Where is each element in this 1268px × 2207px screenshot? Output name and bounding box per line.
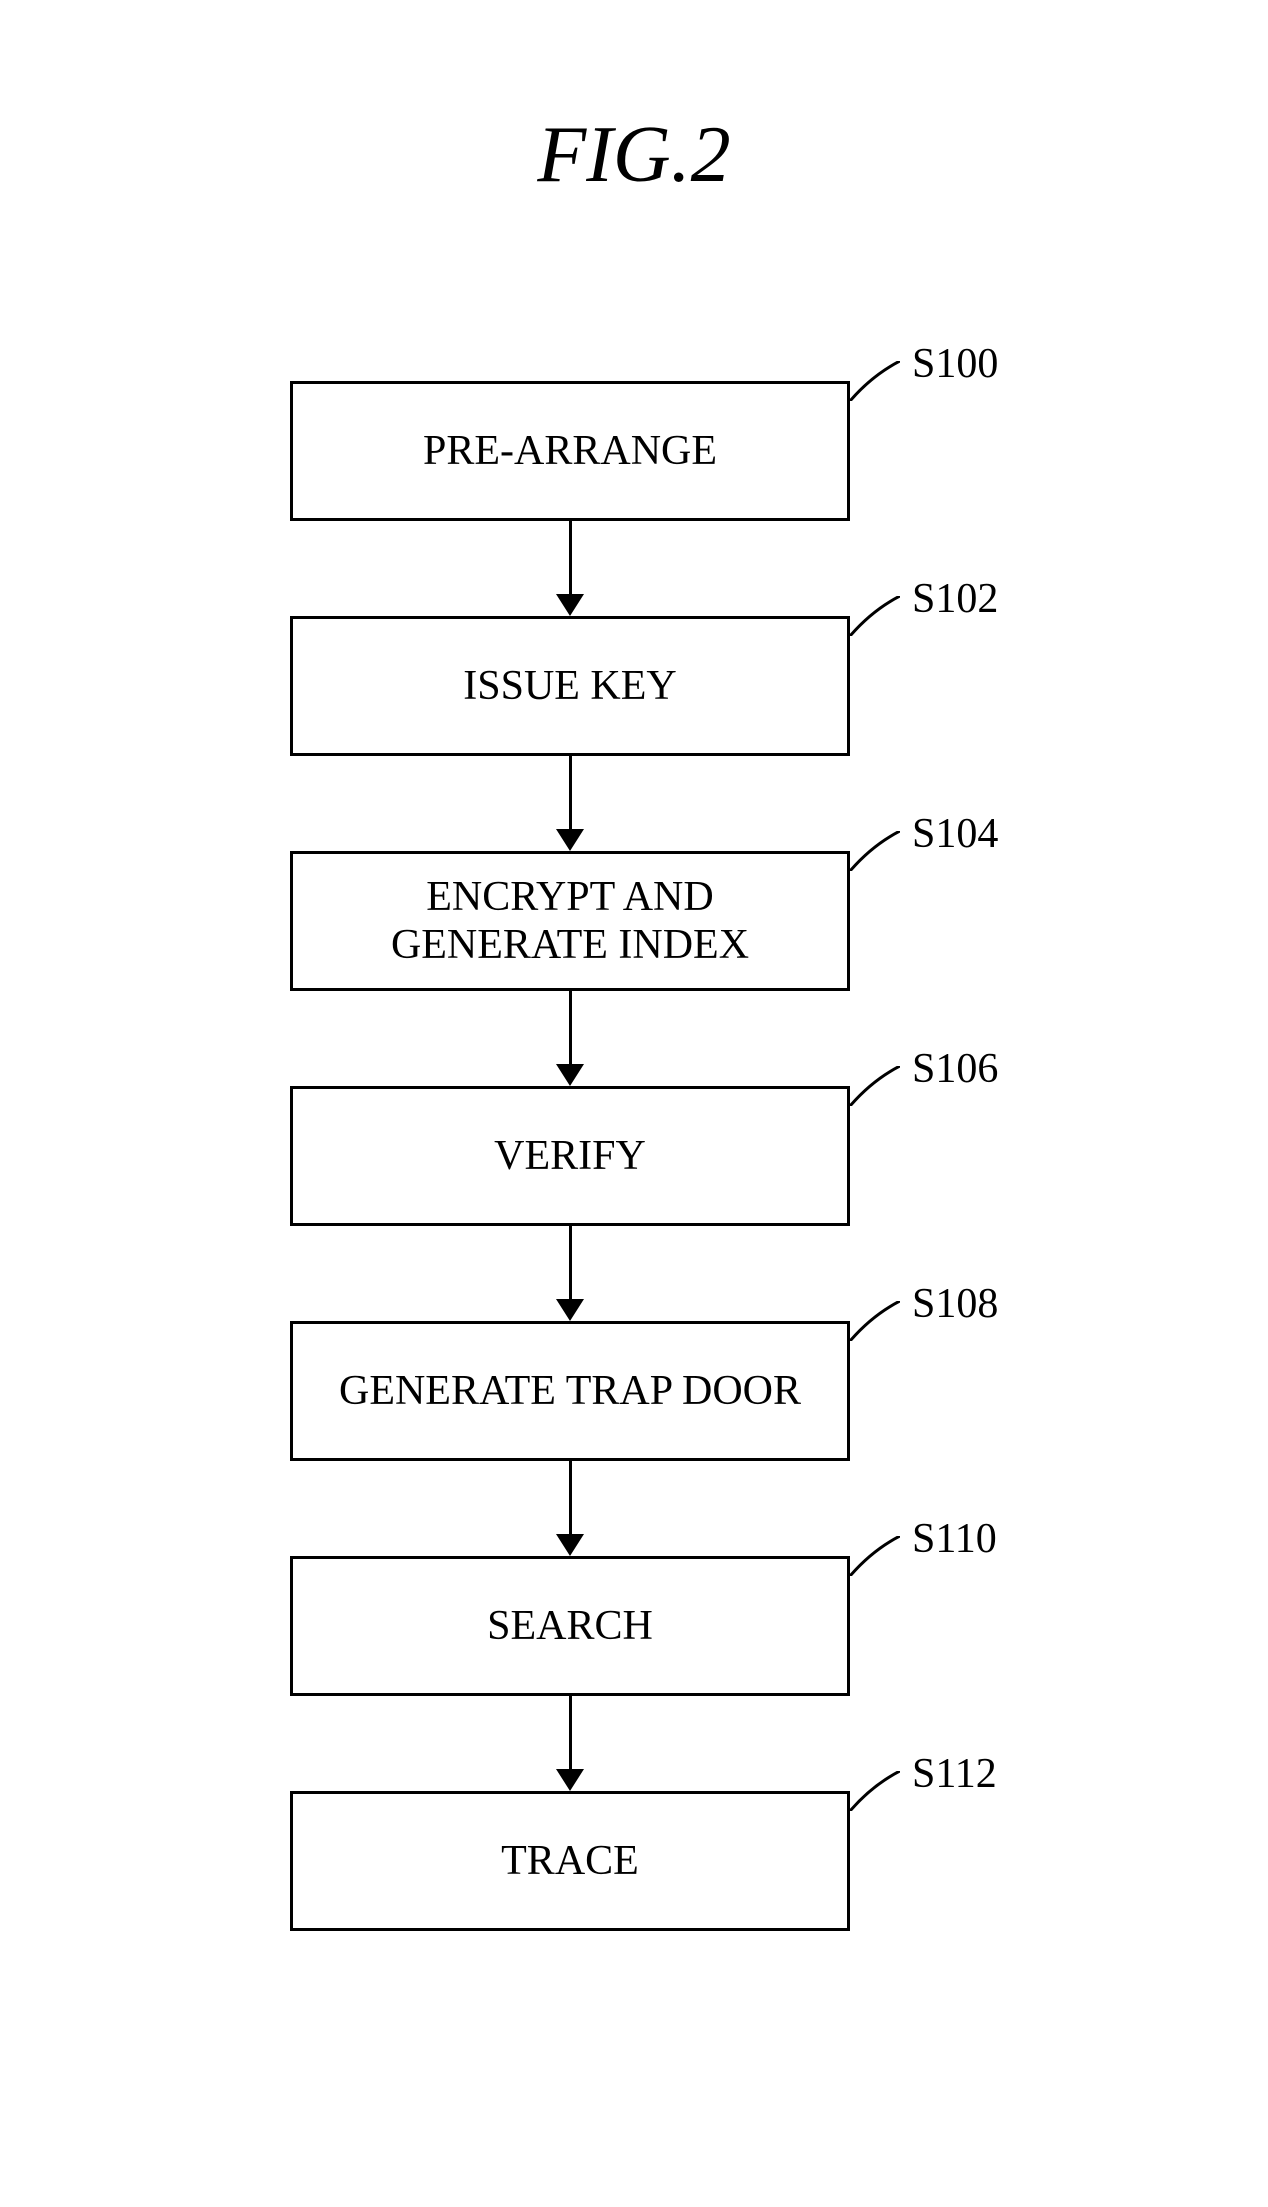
flow-label-s110: S110 bbox=[912, 1515, 997, 1563]
flow-label-s108: S108 bbox=[912, 1280, 998, 1328]
flow-box-s110: SEARCH bbox=[290, 1556, 850, 1696]
arrow-head-icon bbox=[556, 594, 584, 616]
flow-arrow-s104-to-s106 bbox=[290, 991, 850, 1086]
flow-leader-s102 bbox=[850, 596, 900, 636]
flow-leader-s104 bbox=[850, 831, 900, 871]
flow-label-s112: S112 bbox=[912, 1750, 997, 1798]
flow-node-s110: SEARCHS110 bbox=[290, 1556, 850, 1696]
arrow-head-icon bbox=[556, 1534, 584, 1556]
arrow-head-icon bbox=[556, 1299, 584, 1321]
arrow-shaft bbox=[569, 1226, 572, 1299]
arrow-shaft bbox=[569, 1696, 572, 1769]
arrow-head-icon bbox=[556, 1064, 584, 1086]
flow-leader-s108 bbox=[850, 1301, 900, 1341]
flow-leader-s106 bbox=[850, 1066, 900, 1106]
flow-node-s100: PRE-ARRANGES100 bbox=[290, 381, 850, 521]
flow-label-s106: S106 bbox=[912, 1045, 998, 1093]
flow-box-s106: VERIFY bbox=[290, 1086, 850, 1226]
flow-arrow-s100-to-s102 bbox=[290, 521, 850, 616]
figure-title: FIG.2 bbox=[0, 110, 1268, 201]
arrow-shaft bbox=[569, 991, 572, 1064]
flow-node-s112: TRACES112 bbox=[290, 1791, 850, 1931]
flow-node-s106: VERIFYS106 bbox=[290, 1086, 850, 1226]
arrow-shaft bbox=[569, 521, 572, 594]
flow-arrow-s106-to-s108 bbox=[290, 1226, 850, 1321]
flow-box-s104: ENCRYPT AND GENERATE INDEX bbox=[290, 851, 850, 991]
flow-box-s102: ISSUE KEY bbox=[290, 616, 850, 756]
flow-label-s104: S104 bbox=[912, 810, 998, 858]
arrow-head-icon bbox=[556, 1769, 584, 1791]
flow-box-s100: PRE-ARRANGE bbox=[290, 381, 850, 521]
flow-box-s108: GENERATE TRAP DOOR bbox=[290, 1321, 850, 1461]
arrow-head-icon bbox=[556, 829, 584, 851]
flow-node-s108: GENERATE TRAP DOORS108 bbox=[290, 1321, 850, 1461]
flow-box-s112: TRACE bbox=[290, 1791, 850, 1931]
arrow-shaft bbox=[569, 756, 572, 829]
arrow-shaft bbox=[569, 1461, 572, 1534]
flow-leader-s112 bbox=[850, 1771, 900, 1811]
flow-arrow-s108-to-s110 bbox=[290, 1461, 850, 1556]
flow-leader-s110 bbox=[850, 1536, 900, 1576]
flow-arrow-s102-to-s104 bbox=[290, 756, 850, 851]
flow-label-s100: S100 bbox=[912, 340, 998, 388]
flowchart: PRE-ARRANGES100ISSUE KEYS102ENCRYPT AND … bbox=[0, 381, 1268, 1931]
flow-label-s102: S102 bbox=[912, 575, 998, 623]
flow-node-s102: ISSUE KEYS102 bbox=[290, 616, 850, 756]
flow-node-s104: ENCRYPT AND GENERATE INDEXS104 bbox=[290, 851, 850, 991]
flow-leader-s100 bbox=[850, 361, 900, 401]
flow-arrow-s110-to-s112 bbox=[290, 1696, 850, 1791]
